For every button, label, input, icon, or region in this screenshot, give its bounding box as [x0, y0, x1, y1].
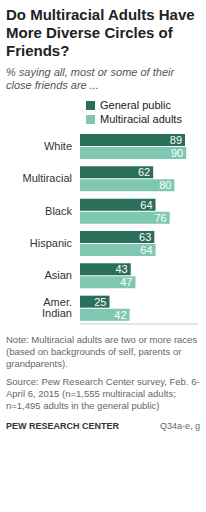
svg-text:43: 43	[115, 263, 127, 275]
html-text:Multiracial adults: Multiracial adults	[100, 113, 182, 125]
svg-text:64: 64	[140, 244, 152, 256]
html-text:% saying all, most or some of: % saying all, most or some of their clos…	[6, 66, 175, 91]
svg-text:25: 25	[94, 296, 106, 308]
svg-text:Black: Black	[45, 205, 72, 217]
svg-text:47: 47	[120, 276, 132, 288]
svg-text:Amer.Indian: Amer.Indian	[42, 296, 72, 319]
svg-text:76: 76	[154, 212, 166, 224]
svg-text:Hispanic: Hispanic	[30, 237, 73, 249]
svg-text:64: 64	[140, 199, 152, 211]
svg-text:Asian: Asian	[44, 269, 72, 281]
html-text:General public: General public	[100, 99, 171, 111]
svg-text:Multiracial: Multiracial	[22, 172, 72, 184]
html-text:Do Multiracial Adults Have Mor: Do Multiracial Adults Have More Diverse …	[6, 6, 195, 59]
svg-text:White: White	[44, 140, 72, 152]
svg-text:90: 90	[171, 147, 183, 159]
svg-text:42: 42	[114, 309, 126, 321]
html-text:Q34a-e, g: Q34a-e, g	[160, 421, 200, 431]
html-text:Note: Multiracial adults are t: Note: Multiracial adults are two or more…	[6, 334, 198, 369]
svg-text:89: 89	[170, 134, 182, 146]
svg-text:80: 80	[159, 179, 171, 191]
svg-text:63: 63	[139, 231, 151, 243]
html-text:PEW RESEARCH CENTER: PEW RESEARCH CENTER	[6, 421, 119, 431]
svg-text:62: 62	[138, 166, 150, 178]
html-text:Source: Pew Research Center su: Source: Pew Research Center survey, Feb.…	[6, 376, 200, 411]
